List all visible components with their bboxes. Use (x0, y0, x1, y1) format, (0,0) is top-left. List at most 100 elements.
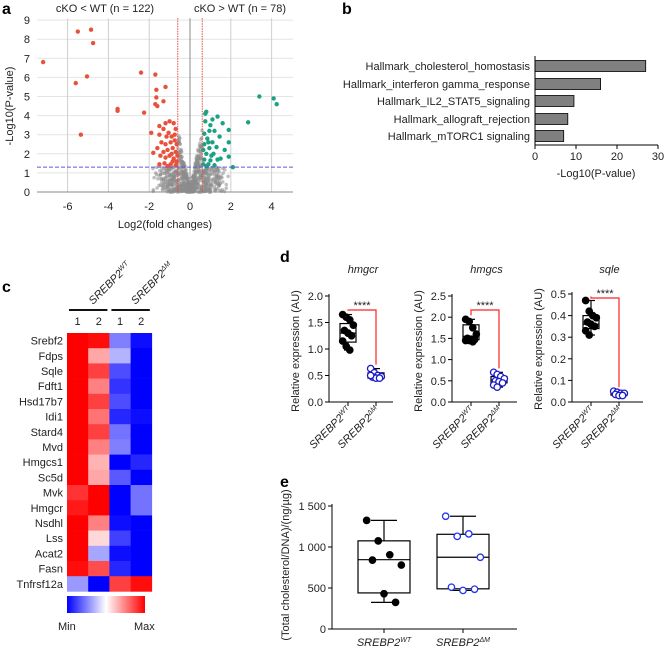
volcano-point-up (245, 120, 251, 125)
volcano-point-ns (154, 165, 159, 170)
group-label: SREBP2WT (87, 260, 134, 307)
heatmap-cell (130, 348, 153, 364)
volcano-point-up (202, 131, 207, 136)
heatmap-cell (67, 424, 89, 440)
heatmap-cell (109, 561, 131, 577)
volcano-point-ns (181, 183, 185, 187)
volcano-point-ns (194, 175, 198, 180)
column-label: 1 (75, 316, 81, 328)
heatmap-cell (67, 530, 89, 547)
volcano-point-ns (181, 187, 186, 192)
category-label-sup: WT (581, 404, 594, 417)
x-tick-label: 4 (269, 201, 275, 213)
data-point (380, 589, 388, 598)
volcano-point-ns (167, 181, 172, 185)
y-tick-label: 0.5 (308, 371, 323, 383)
volcano-point-ns (155, 186, 159, 190)
volcano-point-ns (186, 183, 191, 188)
color-scale-min-label: Min (58, 621, 76, 633)
volcano-point-down (154, 87, 159, 93)
volcano-point-down (165, 147, 170, 153)
volcano-point-up (226, 127, 231, 133)
volcano-point-ns (196, 183, 201, 187)
volcano-point-ns (221, 171, 225, 175)
heatmap-cell (88, 530, 110, 547)
subplot-title: hmgcr (348, 264, 380, 276)
volcano-point-ns (184, 177, 188, 181)
heatmap-cell (88, 393, 110, 410)
gene-label: Srebf2 (31, 336, 63, 348)
significance-bracket (347, 309, 377, 365)
panel-letter-c: c (2, 279, 11, 296)
heatmap-cell (67, 500, 89, 516)
volcano-point-ns (226, 174, 230, 179)
volcano-point-ns (189, 181, 194, 185)
volcano-point-ns (210, 177, 215, 181)
volcano-point-down (163, 142, 168, 147)
volcano-point-ns (174, 188, 179, 193)
volcano-point-up (257, 94, 262, 99)
heatmap-cell (109, 393, 131, 410)
volcano-point-down (168, 140, 173, 145)
volcano-point-down (84, 74, 90, 79)
volcano-point-up (204, 164, 209, 169)
category-label-sup: WT (461, 404, 474, 417)
y-tick-label: 0.2 (551, 354, 566, 366)
group-label: SREBP2ΔM (129, 260, 176, 307)
heatmap-cell (67, 333, 89, 349)
heatmap-cell (88, 409, 110, 425)
data-point (585, 331, 594, 339)
data-point (618, 391, 627, 400)
heatmap-cell (88, 545, 110, 562)
heatmap-cell (109, 545, 131, 562)
volcano-point-down (157, 132, 162, 137)
volcano-point-up (217, 134, 222, 139)
volcano-point-up (204, 151, 209, 156)
volcano-point-ns (224, 182, 229, 187)
volcano-point-down (151, 150, 156, 156)
volcano-point-up (226, 154, 231, 159)
panel-letter-b: b (342, 1, 352, 18)
volcano-point-ns (218, 181, 223, 186)
heatmap-cell (88, 363, 110, 379)
data-point (453, 532, 462, 541)
panel-letter-e: e (280, 474, 289, 491)
y-axis-label: Relative expression (AU) (413, 290, 425, 412)
gene-label: Fdps (39, 351, 64, 363)
volcano-point-down (174, 142, 179, 147)
volcano-point-ns (207, 190, 212, 194)
heatmap-cell (109, 576, 131, 592)
heatmap-cell (88, 561, 110, 577)
gene-label: Fasn (39, 564, 63, 576)
volcano-point-down (154, 95, 159, 100)
heatmap-cell (109, 348, 131, 364)
y-tick-label: 0.1 (551, 375, 566, 387)
y-tick-label: 1.0 (431, 355, 446, 367)
volcano-point-down (75, 29, 81, 34)
x-tick-label: 30 (652, 151, 664, 163)
bar-category-label: Hallmark_IL2_STAT5_signaling (377, 96, 530, 108)
y-tick-label: 1 000 (298, 542, 326, 554)
heatmap-cell (88, 515, 110, 531)
volcano-point-ns (156, 177, 160, 181)
volcano-point-ns (178, 142, 183, 146)
volcano-point-down (115, 108, 120, 114)
heatmap-cell (88, 576, 110, 592)
volcano-point-ns (196, 190, 201, 194)
volcano-point-down (161, 99, 166, 104)
heatmap-cell (67, 409, 89, 425)
bar-category-label: Hallmark_interferon gamma_response (343, 79, 530, 91)
x-tick-label: 0 (187, 201, 193, 213)
y-tick-label: 4 (24, 111, 30, 123)
gene-label: Acat2 (35, 548, 63, 560)
volcano-point-ns (177, 139, 181, 144)
y-tick-label: 0.0 (308, 397, 323, 409)
significance-stars: **** (353, 300, 371, 312)
data-point (397, 561, 406, 569)
heatmap-cell (130, 424, 153, 440)
volcano-point-down (157, 123, 162, 129)
volcano-point-down (174, 159, 179, 164)
volcano-point-down (171, 121, 176, 126)
volcano-point-ns (181, 163, 186, 168)
y-tick-label: 0 (24, 187, 30, 199)
